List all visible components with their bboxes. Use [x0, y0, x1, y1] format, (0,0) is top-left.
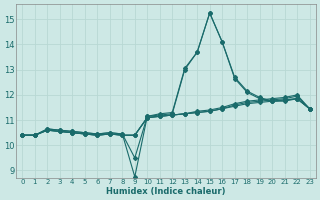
X-axis label: Humidex (Indice chaleur): Humidex (Indice chaleur) [106, 187, 226, 196]
